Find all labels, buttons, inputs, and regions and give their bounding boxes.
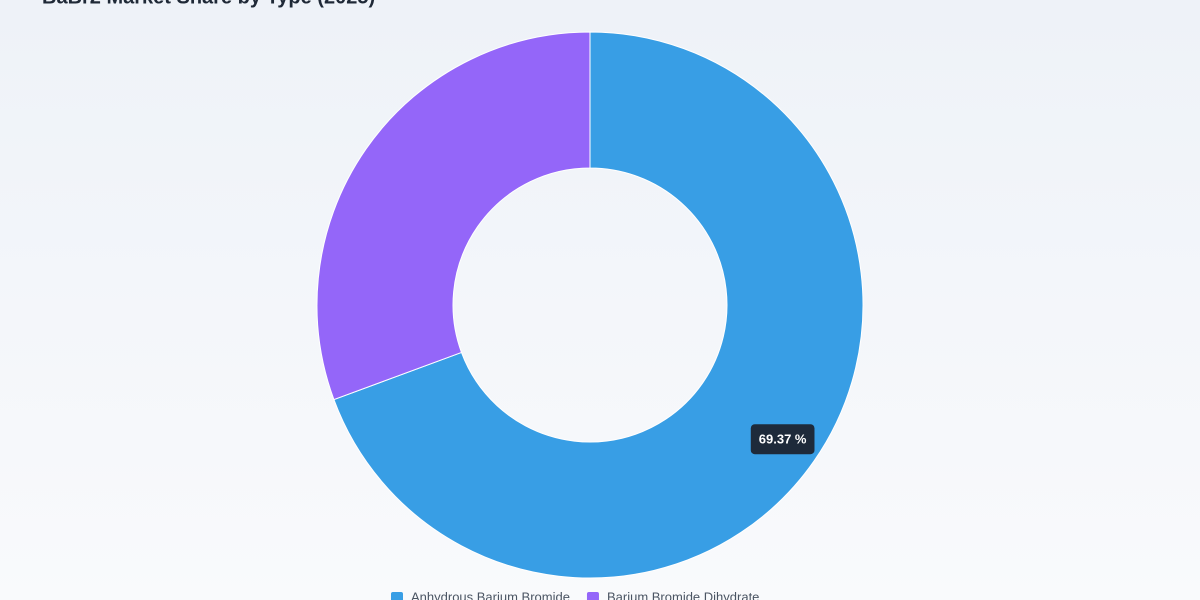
donut-slice bbox=[316, 31, 591, 401]
chart-title: BaBr2 Market Share by Type (2025) bbox=[42, 0, 375, 8]
legend-text: Barium Bromide Dihydrate bbox=[607, 589, 759, 600]
legend-text: Anhydrous Barium Bromide bbox=[411, 589, 570, 600]
value-label-group: 69.37 % bbox=[750, 424, 815, 455]
legend-swatch bbox=[391, 592, 403, 600]
value-label: 69.37 % bbox=[759, 432, 807, 447]
legend-swatch bbox=[586, 592, 599, 600]
donut-slice bbox=[333, 31, 864, 579]
value-label-box bbox=[750, 424, 815, 455]
